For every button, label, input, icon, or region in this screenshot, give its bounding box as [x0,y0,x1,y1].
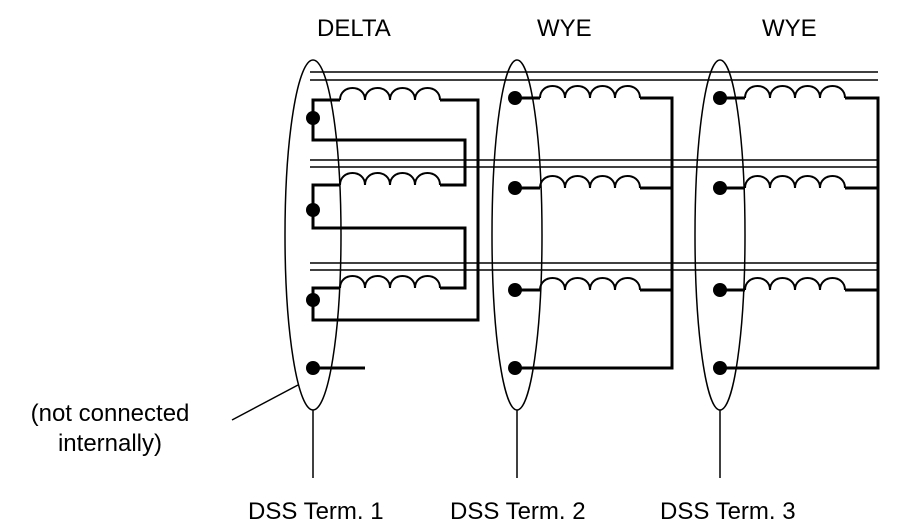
not-connected-note: (not connected internally) [0,402,220,462]
header-wye-3: WYE [762,15,817,42]
terminal-dot [713,361,727,375]
coil-wye3-a [744,85,846,99]
coil-delta-a [339,87,441,101]
header-delta: DELTA [317,15,391,42]
note-line-2: internally) [57,430,163,457]
terminal-dot [306,111,320,125]
coil-wye2-c [539,277,641,291]
header-wye-2: WYE [537,15,592,42]
terminal-label-1: DSS Term. 1 [248,498,384,525]
terminal-label-2: DSS Term. 2 [450,498,586,525]
terminal-dot [306,293,320,307]
terminal-dot [508,181,522,195]
coil-wye3-c [744,277,846,291]
coil-wye2-a [539,85,641,99]
terminal-dots [306,91,727,375]
coil-wye2-b [539,175,641,189]
terminal-dot [306,361,320,375]
coil-wye3-b [744,175,846,189]
terminal-ellipse-2 [491,59,543,411]
terminal-dot [713,181,727,195]
terminal-dot [306,203,320,217]
terminal-ellipse-3 [694,59,746,411]
terminal-dot [508,91,522,105]
terminal-dot [508,283,522,297]
note-line-1: (not connected [30,400,190,427]
coil-delta-c [339,275,441,289]
terminal-dot [713,283,727,297]
delta-wiring [311,98,480,370]
leader-not-connected [231,384,299,421]
terminal-dot [713,91,727,105]
terminal-label-3: DSS Term. 3 [660,498,796,525]
terminal-dot [508,361,522,375]
coil-delta-b [339,172,441,186]
wye3-wiring [720,96,880,370]
